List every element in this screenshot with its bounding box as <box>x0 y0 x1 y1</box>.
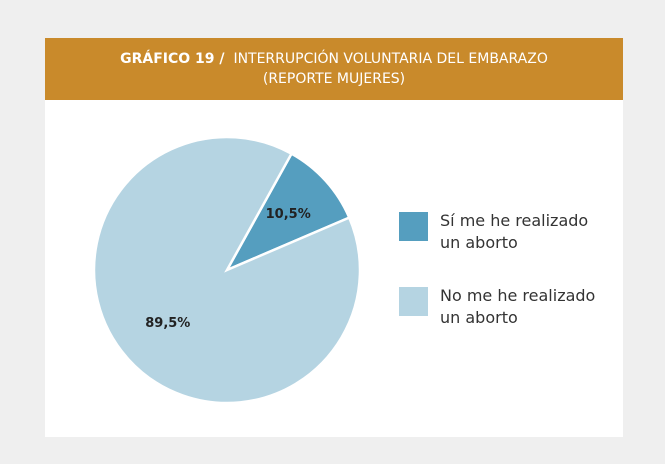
header: GRÁFICO 19 / INTERRUPCIÓN VOLUNTARIA DEL… <box>45 38 623 100</box>
chart: 10,5% 89,5% <box>92 135 362 405</box>
data-label: 89,5% <box>145 316 190 331</box>
legend-item: Sí me he realizado un aborto <box>399 210 599 254</box>
data-label: 10,5% <box>266 207 311 222</box>
legend-swatch <box>399 287 428 316</box>
title-text: INTERRUPCIÓN VOLUNTARIA DEL EMBARAZO (RE… <box>233 51 548 87</box>
card: GRÁFICO 19 / INTERRUPCIÓN VOLUNTARIA DEL… <box>45 38 623 437</box>
legend-swatch <box>399 212 428 241</box>
pie-slice <box>92 135 362 405</box>
title: GRÁFICO 19 / INTERRUPCIÓN VOLUNTARIA DEL… <box>99 49 569 89</box>
legend-label: No me he realizado un aborto <box>440 286 596 327</box>
legend-item: No me he realizado un aborto <box>399 285 599 329</box>
pie-slice <box>224 151 351 273</box>
legend-label: Sí me he realizado un aborto <box>440 211 589 252</box>
title-prefix: GRÁFICO 19 / <box>120 51 225 67</box>
